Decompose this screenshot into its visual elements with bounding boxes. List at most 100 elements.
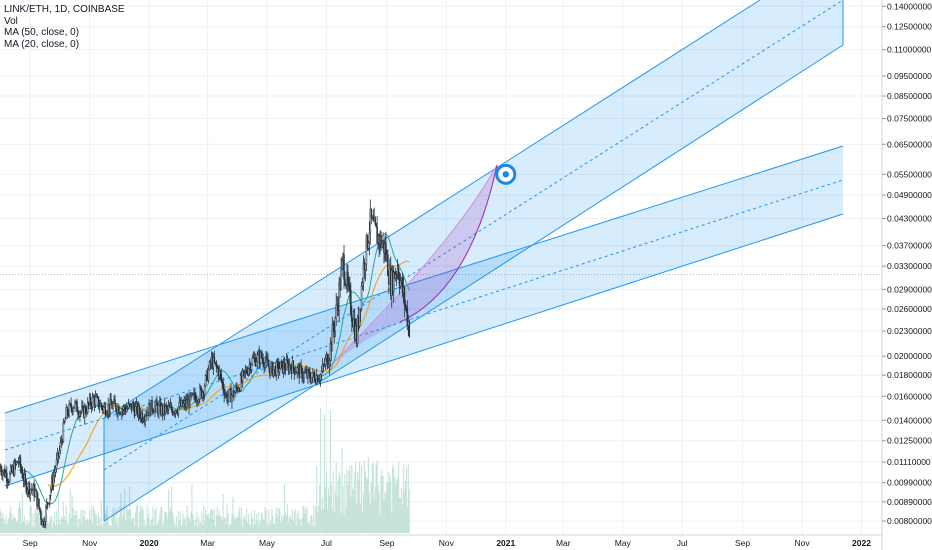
time-tick-label: Jul: [677, 538, 688, 548]
volume-bar: [216, 506, 218, 533]
volume-bar: [16, 520, 19, 533]
candle-body: [255, 361, 258, 367]
volume-bar: [341, 448, 343, 533]
volume-bar: [206, 514, 208, 533]
volume-bar: [335, 461, 337, 533]
candle-body: [24, 474, 27, 482]
candle-body: [8, 472, 11, 483]
volume-bar: [356, 503, 358, 533]
candle-body: [97, 396, 100, 408]
volume-bar: [312, 525, 314, 533]
volume-bar: [61, 519, 63, 533]
candle-body: [189, 393, 191, 408]
candle-body: [283, 362, 286, 370]
volume-bar: [162, 525, 164, 533]
candle-body: [220, 373, 222, 381]
volume-bar: [93, 509, 96, 533]
volume-bar: [118, 517, 120, 533]
candle-body: [89, 396, 92, 406]
candle-body: [250, 364, 253, 371]
volume-bar: [52, 526, 54, 533]
volume-bar: [295, 524, 297, 533]
volume-bar: [243, 518, 245, 533]
volume-bar: [166, 512, 168, 533]
volume-bar: [201, 511, 203, 533]
candle-body: [141, 412, 144, 422]
legend-ma50[interactable]: MA (50, close, 0): [4, 27, 80, 38]
volume-bar: [176, 526, 178, 533]
volume-bar: [336, 496, 338, 533]
volume-bar: [305, 508, 307, 533]
candle-body: [106, 412, 108, 415]
price-tick-label: 0.02300000: [887, 326, 932, 336]
candle-body: [254, 357, 257, 367]
volume-bar: [244, 520, 247, 533]
volume-bar: [62, 501, 64, 533]
volume-bar: [60, 516, 62, 533]
volume-bar: [132, 517, 135, 533]
volume-bar: [329, 409, 331, 533]
price-tick-label: 0.02900000: [887, 284, 932, 294]
volume-bar: [317, 511, 319, 533]
volume-bar: [307, 523, 309, 533]
target-marker[interactable]: [495, 163, 517, 185]
candle-body: [276, 361, 278, 376]
legend-ma20[interactable]: MA (20, close, 0): [4, 38, 80, 50]
volume-bar: [357, 471, 359, 533]
volume-bar: [102, 522, 104, 533]
candle-body: [399, 280, 402, 287]
volume-bar: [350, 496, 352, 533]
volume-bar: [394, 476, 396, 533]
price-axis[interactable]: 0.14000000 0.12500000 0.11000000 0.09500000…: [881, 0, 932, 550]
candle-body: [181, 400, 183, 407]
volume-bar: [59, 524, 62, 533]
candle-body: [105, 414, 107, 416]
candle-body: [289, 364, 292, 368]
candle-body: [273, 368, 275, 377]
volume-bar: [79, 518, 81, 533]
volume-bar: [91, 523, 94, 533]
volume-bar: [288, 515, 291, 533]
candle-body: [276, 361, 279, 363]
volume-bar: [31, 526, 33, 533]
time-axis[interactable]: Sep Nov 2020 Mar May Jul Sep Nov 2021 Mar May Jul Se…: [0, 534, 882, 548]
volume-bar: [129, 509, 132, 533]
volume-bar: [111, 515, 113, 533]
volume-bar: [53, 511, 56, 533]
volume-bar: [37, 506, 39, 533]
volume-bar: [375, 464, 377, 533]
candle-body: [387, 254, 389, 276]
volume-bar: [114, 509, 116, 533]
time-tick-label: Mar: [200, 538, 215, 548]
volume-bar: [74, 510, 76, 533]
volume-bar: [18, 501, 21, 533]
volume-bar: [164, 511, 166, 533]
volume-bar: [270, 520, 272, 533]
candle-body: [134, 406, 137, 416]
volume-bar: [178, 521, 180, 533]
candle-body: [364, 263, 367, 270]
volume-bar: [258, 525, 260, 533]
candle-body: [350, 290, 352, 315]
candle-body: [405, 306, 408, 309]
candle-body: [406, 308, 409, 326]
candle-body: [348, 283, 350, 286]
candle-body: [2, 471, 4, 476]
volume-bar: [10, 506, 12, 533]
volume-bar: [126, 507, 128, 533]
volume-bar: [347, 485, 349, 533]
volume-bar: [8, 518, 10, 533]
legend-volume[interactable]: Vol: [4, 15, 18, 27]
volume-bar: [66, 522, 68, 533]
candle-body: [288, 364, 291, 372]
volume-bar: [63, 515, 65, 533]
volume-bar: [153, 524, 155, 533]
candle-body: [239, 375, 242, 391]
volume-bar: [223, 518, 225, 533]
volume-bar: [328, 495, 330, 533]
candle-body: [223, 389, 225, 396]
candle-body: [54, 468, 57, 473]
volume-bar: [12, 520, 14, 533]
legend-symbol[interactable]: LINK/ETH, 1D, COINBASE: [4, 4, 125, 15]
